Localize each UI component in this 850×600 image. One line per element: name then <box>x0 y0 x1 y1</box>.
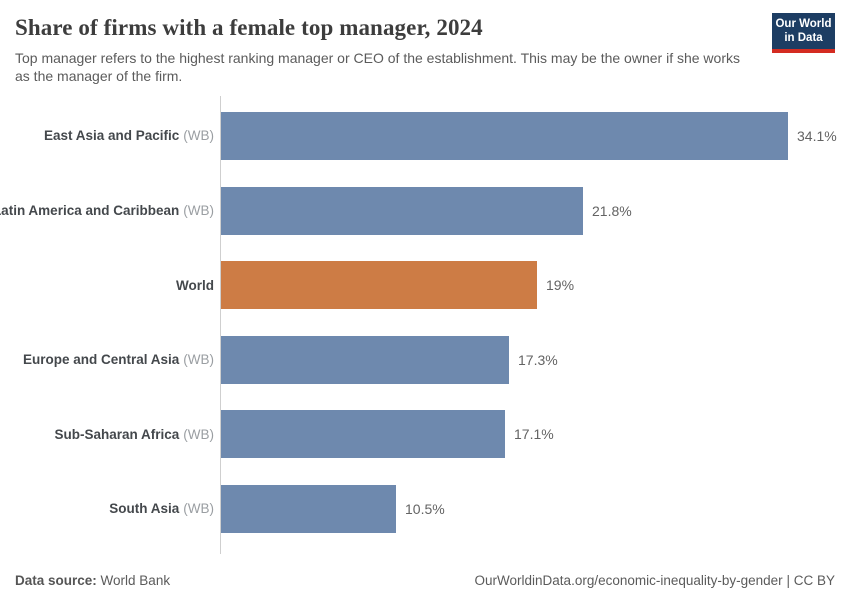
category-suffix: (WB) <box>183 501 214 517</box>
owid-logo[interactable]: Our World in Data <box>772 13 835 53</box>
category-name: South Asia <box>109 501 180 517</box>
value-label: 19% <box>546 277 575 294</box>
bar-row: World 19% <box>15 261 835 310</box>
bar-track: 19% <box>220 261 835 310</box>
value-label: 17.3% <box>518 351 558 368</box>
category-name: Latin America and Caribbean <box>0 203 180 219</box>
category-label: South Asia (WB) <box>15 485 220 533</box>
owid-logo-line1: Our World <box>775 18 832 30</box>
bar-rows: East Asia and Pacific (WB) 34.1% Latin Amer… <box>0 96 837 533</box>
bar[interactable] <box>221 261 537 310</box>
value-label: 34.1% <box>797 127 837 144</box>
footer-separator: | <box>786 573 790 588</box>
category-label: Sub-Saharan Africa (WB) <box>15 410 220 458</box>
category-name: World <box>176 277 214 293</box>
value-label: 17.1% <box>514 426 554 443</box>
category-suffix: (WB) <box>183 352 214 368</box>
footer-url: OurWorldinData.org/economic-inequality-b… <box>474 573 783 588</box>
category-name: Sub-Saharan Africa <box>54 426 180 442</box>
owid-logo-line2: in Data <box>784 32 823 45</box>
data-source-value: World Bank <box>100 573 171 588</box>
chart-header: Share of firms with a female top manager… <box>15 0 835 86</box>
bar-row: Sub-Saharan Africa (WB) 17.1% <box>15 410 835 459</box>
footer-license: CC BY <box>793 573 835 588</box>
value-label: 21.8% <box>592 202 632 219</box>
category-label: Latin America and Caribbean (WB) <box>0 187 220 235</box>
bar-chart: East Asia and Pacific (WB) 34.1% Latin Amer… <box>0 95 837 554</box>
category-name: Europe and Central Asia <box>22 352 180 368</box>
footer-attribution: OurWorldinData.org/economic-inequality-b… <box>475 573 835 588</box>
chart-footer: Data source: World Bank OurWorldinData.o… <box>15 573 835 588</box>
bar-row: Latin America and Caribbean (WB) 21.8% <box>0 186 835 235</box>
bar[interactable] <box>221 484 396 533</box>
page-title: Share of firms with a female top manager… <box>15 15 483 40</box>
y-axis-line <box>220 95 221 554</box>
bar-track: 17.3% <box>220 335 835 384</box>
bar[interactable] <box>221 410 505 459</box>
category-suffix: (WB) <box>183 203 214 219</box>
bar[interactable] <box>221 111 788 160</box>
bar-row: Europe and Central Asia (WB) 17.3% <box>15 335 835 384</box>
category-label: Europe and Central Asia (WB) <box>15 336 220 384</box>
bar[interactable] <box>221 186 583 235</box>
data-source: Data source: World Bank <box>15 573 170 588</box>
category-label: World <box>15 261 220 309</box>
value-label: 10.5% <box>405 500 445 517</box>
chart-subtitle: Top manager refers to the highest rankin… <box>15 50 740 85</box>
category-suffix: (WB) <box>183 128 214 144</box>
bar-row: East Asia and Pacific (WB) 34.1% <box>15 111 837 160</box>
bar-track: 10.5% <box>220 484 835 533</box>
bar-row: South Asia (WB) 10.5% <box>15 484 835 533</box>
data-source-label: Data source: <box>15 573 97 588</box>
category-name: East Asia and Pacific <box>43 128 180 144</box>
bar-track: 21.8% <box>220 186 835 235</box>
category-suffix: (WB) <box>183 426 214 442</box>
bar[interactable] <box>221 335 509 384</box>
bar-track: 34.1% <box>220 111 837 160</box>
bar-track: 17.1% <box>220 410 835 459</box>
category-label: East Asia and Pacific (WB) <box>15 112 220 160</box>
